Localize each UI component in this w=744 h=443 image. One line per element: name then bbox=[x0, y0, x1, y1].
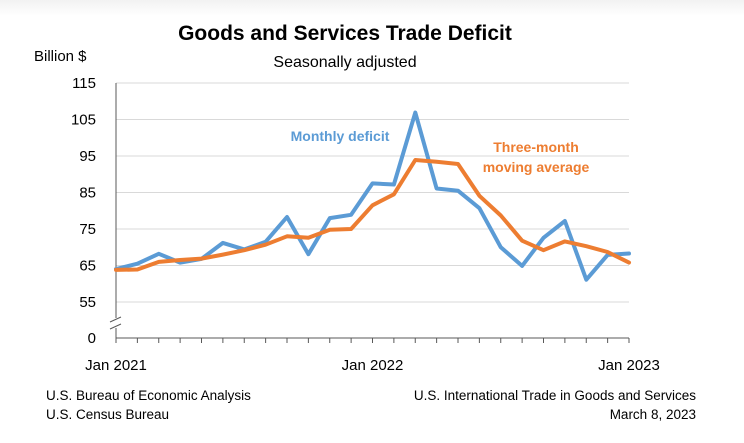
three-month-moving-average-point bbox=[393, 194, 394, 195]
three-month-moving-average-point bbox=[137, 269, 138, 270]
y-tick-label-85: 85 bbox=[79, 185, 96, 202]
three-month-moving-average-point bbox=[457, 163, 458, 164]
three-month-moving-average-point bbox=[372, 205, 373, 206]
report-info: U.S. International Trade in Goods and Se… bbox=[414, 386, 696, 424]
source-line-census: U.S. Census Bureau bbox=[46, 405, 251, 424]
monthly-deficit-point bbox=[222, 242, 223, 243]
y-tick-labels: 115 105 95 85 75 65 55 0 bbox=[71, 75, 96, 347]
monthly-deficit-point bbox=[586, 279, 587, 280]
x-tick-labels: Jan 2021 Jan 2022 Jan 2023 bbox=[85, 357, 660, 374]
y-tick-label-95: 95 bbox=[79, 148, 96, 165]
monthly-deficit-point bbox=[158, 253, 159, 254]
annotation-0: Monthly deficit bbox=[291, 128, 390, 144]
three-month-moving-average-point bbox=[351, 228, 352, 229]
three-month-moving-average-point bbox=[308, 237, 309, 238]
monthly-deficit-point bbox=[137, 263, 138, 264]
monthly-deficit-point bbox=[286, 216, 287, 217]
source-line-bea: U.S. Bureau of Economic Analysis bbox=[46, 386, 251, 405]
three-month-moving-average-point bbox=[564, 241, 565, 242]
report-name: U.S. International Trade in Goods and Se… bbox=[414, 386, 696, 405]
three-month-moving-average-point bbox=[500, 215, 501, 216]
monthly-deficit-point bbox=[308, 254, 309, 255]
three-month-moving-average-point bbox=[329, 229, 330, 230]
three-month-moving-average-point bbox=[158, 261, 159, 262]
three-month-moving-average-point bbox=[115, 269, 116, 270]
y-tick-label-55: 55 bbox=[79, 294, 96, 311]
monthly-deficit-point bbox=[543, 237, 544, 238]
three-month-moving-average-point bbox=[415, 159, 416, 160]
three-month-moving-average-point bbox=[479, 195, 480, 196]
three-month-moving-average-point bbox=[180, 259, 181, 260]
monthly-deficit-point bbox=[351, 214, 352, 215]
three-month-moving-average-point bbox=[522, 240, 523, 241]
report-date: March 8, 2023 bbox=[414, 405, 696, 424]
monthly-deficit-point bbox=[564, 220, 565, 221]
monthly-deficit-point bbox=[372, 183, 373, 184]
three-month-moving-average-point bbox=[244, 250, 245, 251]
monthly-deficit-point bbox=[628, 253, 629, 254]
monthly-deficit-point bbox=[500, 247, 501, 248]
series-annotations: Monthly deficit Three-month moving average bbox=[291, 128, 590, 175]
x-tick-label-jan-2022: Jan 2022 bbox=[342, 357, 404, 374]
trade-deficit-chart: 11510595857565550 Jan 2021 Jan 2022 Jan 20… bbox=[0, 0, 744, 443]
monthly-deficit-point bbox=[265, 241, 266, 242]
y-tick-label-0: 0 bbox=[88, 330, 96, 347]
annotation-1: Three-month bbox=[493, 139, 579, 155]
y-tick-label-75: 75 bbox=[79, 221, 96, 238]
three-month-moving-average-point bbox=[265, 244, 266, 245]
monthly-deficit-point bbox=[393, 184, 394, 185]
x-tick-label-jan-2021: Jan 2021 bbox=[85, 357, 147, 374]
three-month-moving-average-point bbox=[607, 251, 608, 252]
monthly-deficit-point bbox=[329, 217, 330, 218]
gridlines bbox=[116, 83, 629, 302]
axes bbox=[110, 83, 629, 343]
three-month-moving-average-line bbox=[116, 160, 629, 270]
monthly-deficit-point bbox=[415, 112, 416, 113]
monthly-deficit-point bbox=[457, 190, 458, 191]
three-month-moving-average-point bbox=[586, 246, 587, 247]
monthly-deficit-point bbox=[607, 254, 608, 255]
three-month-moving-average-point bbox=[201, 258, 202, 259]
monthly-deficit-point bbox=[522, 265, 523, 266]
three-month-moving-average-point bbox=[222, 254, 223, 255]
y-tick-label-105: 105 bbox=[71, 112, 96, 129]
monthly-deficit-point bbox=[180, 262, 181, 263]
three-month-moving-average-point bbox=[628, 262, 629, 263]
x-tick-label-jan-2023: Jan 2023 bbox=[598, 357, 660, 374]
source-agencies: U.S. Bureau of Economic Analysis U.S. Ce… bbox=[46, 386, 251, 424]
three-month-moving-average-point bbox=[436, 161, 437, 162]
monthly-deficit-point bbox=[479, 208, 480, 209]
three-month-moving-average-point bbox=[543, 250, 544, 251]
annotation-2: moving average bbox=[483, 159, 590, 175]
y-tick-label-115: 115 bbox=[72, 75, 96, 92]
three-month-moving-average-point bbox=[286, 236, 287, 237]
monthly-deficit-point bbox=[436, 188, 437, 189]
y-tick-label-65: 65 bbox=[79, 258, 96, 275]
